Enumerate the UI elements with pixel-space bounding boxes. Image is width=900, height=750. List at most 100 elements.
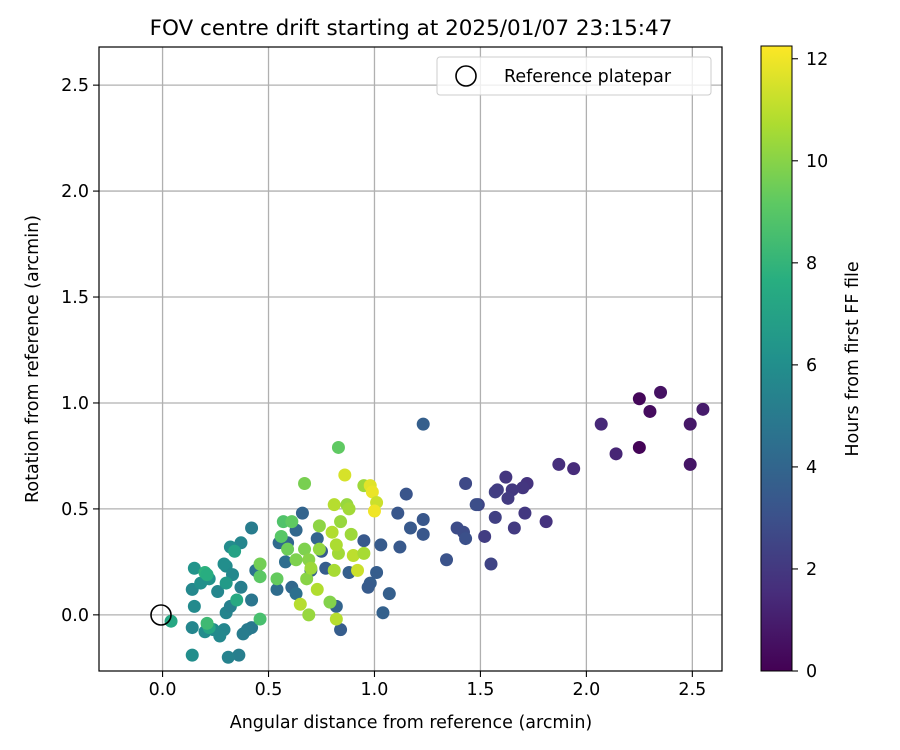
scatter-point: [346, 549, 360, 563]
scatter-point: [643, 404, 657, 418]
x-tick-label: 0.5: [255, 680, 283, 700]
scatter-point: [164, 614, 178, 628]
scatter-point: [696, 402, 710, 416]
scatter-point: [325, 525, 339, 539]
scatter-point: [278, 555, 292, 569]
scatter-point: [459, 532, 473, 546]
y-tick-label: 2.5: [61, 76, 89, 96]
scatter-point: [293, 597, 307, 611]
colorbar-tick-label: 4: [806, 458, 817, 478]
colorbar: 0 2 4 6 8 10 12 Hours from first FF file: [760, 45, 863, 682]
scatter-point: [344, 527, 358, 541]
y-tick-label: 1.0: [61, 394, 89, 414]
scatter-point: [295, 506, 309, 520]
scatter-point: [632, 392, 646, 406]
colorbar-tick-label: 12: [806, 50, 828, 70]
scatter-point: [221, 650, 235, 664]
scatter-point: [310, 532, 324, 546]
y-tick-label: 0.5: [61, 500, 89, 520]
y-axis-label: Rotation from reference (arcmin): [23, 215, 43, 503]
colorbar-label: Hours from first FF file: [843, 261, 863, 456]
scatter-point: [334, 623, 348, 637]
chart-title: FOV centre drift starting at 2025/01/07 …: [150, 16, 673, 41]
y-axis-ticks: 0.0 0.5 1.0 1.5 2.0 2.5: [61, 76, 99, 626]
scatter-point: [304, 561, 318, 575]
scatter-point: [334, 515, 348, 529]
scatter-point: [228, 544, 242, 558]
scatter-point: [382, 587, 396, 601]
scatter-point: [370, 565, 384, 579]
scatter-point: [567, 462, 581, 476]
scatter-point: [327, 498, 341, 512]
colorbar-tick-label: 0: [806, 662, 817, 682]
scatter-point: [232, 648, 246, 662]
scatter-point: [253, 570, 267, 584]
scatter-point: [351, 563, 365, 577]
scatter-point: [374, 538, 388, 552]
scatter-point: [300, 572, 314, 586]
scatter-point: [490, 483, 504, 497]
scatter-point: [310, 582, 324, 596]
scatter-point: [539, 515, 553, 529]
colorbar-tick-label: 2: [806, 560, 817, 580]
scatter-point: [187, 599, 201, 613]
scatter-point: [329, 538, 343, 552]
scatter-point: [312, 519, 326, 533]
scatter-point: [459, 476, 473, 490]
scatter-point: [609, 447, 623, 461]
y-tick-label: 0.0: [61, 606, 89, 626]
colorbar-tick-label: 6: [806, 356, 817, 376]
scatter-point: [312, 542, 326, 556]
scatter-point: [683, 457, 697, 471]
scatter-point: [507, 521, 521, 535]
scatter-point: [302, 608, 316, 622]
scatter-point: [323, 595, 337, 609]
scatter-point: [654, 385, 668, 399]
scatter-point: [478, 529, 492, 543]
scatter-point: [518, 506, 532, 520]
scatter-point: [342, 502, 356, 516]
reference-platepar-marker: [150, 604, 172, 626]
x-axis-ticks: 0.0 0.5 1.0 1.5 2.0 2.5: [149, 671, 706, 700]
scatter-point: [270, 572, 284, 586]
scatter-point: [594, 417, 608, 431]
y-tick-label: 1.5: [61, 288, 89, 308]
scatter-point: [270, 582, 284, 596]
scatter-point: [253, 557, 267, 571]
scatter-point: [416, 527, 430, 541]
scatter-point: [200, 568, 214, 582]
scatter-point: [230, 593, 244, 607]
x-tick-label: 2.5: [678, 680, 706, 700]
scatter-point: [234, 580, 248, 594]
x-tick-label: 1.5: [467, 680, 495, 700]
x-tick-label: 0.0: [149, 680, 177, 700]
scatter-point: [281, 542, 295, 556]
scatter-point: [361, 580, 375, 594]
scatter-point: [404, 521, 417, 535]
scatter-point: [329, 612, 343, 626]
scatter-point: [552, 457, 566, 471]
scatter-point: [253, 612, 267, 626]
scatter-point: [327, 563, 341, 577]
scatter-point: [211, 585, 225, 599]
plot-frame: [98, 46, 723, 672]
scatter-point: [416, 513, 430, 527]
colorbar-tick-label: 10: [806, 152, 828, 172]
scatter-point: [683, 417, 697, 431]
x-tick-label: 2.0: [572, 680, 600, 700]
scatter-point: [501, 491, 515, 505]
scatter-point: [365, 485, 379, 499]
colorbar-ticks: 0 2 4 6 8 10 12: [792, 50, 828, 682]
colorbar-gradient: [760, 45, 793, 672]
scatter-point: [499, 470, 513, 484]
scatter-point: [298, 542, 312, 556]
scatter-point: [367, 504, 381, 518]
scatter-point: [187, 561, 201, 575]
scatter-point: [632, 440, 646, 454]
scatter-point: [200, 616, 214, 630]
scatter-point: [245, 521, 259, 535]
legend-box: [436, 56, 712, 96]
scatter-point: [469, 498, 483, 512]
scatter-point: [393, 540, 407, 554]
